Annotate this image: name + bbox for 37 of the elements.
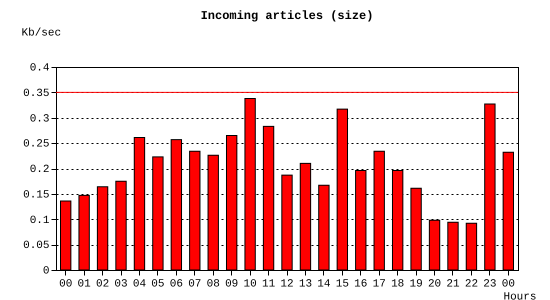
y-tick-label: 0	[42, 266, 50, 278]
x-tick-label: 04	[132, 278, 146, 290]
x-tick-label: 11	[262, 278, 276, 290]
x-tick-label: 13	[298, 278, 312, 290]
x-tick-label: 15	[336, 278, 349, 290]
x-tick-label: 01	[78, 278, 92, 290]
y-tick-label: 0.35	[23, 88, 50, 100]
y-axis-title: Kb/sec	[22, 28, 62, 40]
x-tick-label: 06	[170, 278, 183, 290]
x-tick-label: 18	[391, 278, 404, 290]
x-tick-label: 03	[114, 278, 128, 290]
x-tick-label: 17	[372, 278, 386, 290]
x-tick-label: 02	[96, 278, 110, 290]
x-tick-label: 08	[206, 278, 220, 290]
x-tick-label: 00	[59, 278, 72, 290]
y-tick-label: 0.1	[30, 214, 50, 227]
y-tick-label: 0.05	[23, 240, 50, 252]
x-tick-label: 12	[280, 278, 294, 290]
chart-title: Incoming articles (size)	[200, 9, 374, 23]
x-tick-label: 19	[410, 278, 423, 290]
y-tick-label: 0.25	[23, 138, 50, 151]
x-tick-label: 23	[483, 278, 496, 290]
y-tick-label: 0.15	[23, 189, 50, 202]
x-axis-title: Hours	[503, 292, 536, 300]
x-tick-label: 20	[428, 278, 442, 290]
y-tick-label: 0.4	[30, 62, 50, 74]
x-tick-label: 21	[446, 278, 460, 290]
x-tick-label: 07	[188, 278, 202, 290]
x-tick-label: 00	[502, 278, 515, 290]
y-tick-label: 0.2	[30, 164, 50, 176]
x-tick-label: 05	[151, 278, 164, 290]
x-tick-label: 16	[354, 278, 368, 290]
x-tick-label: 14	[317, 278, 331, 290]
y-tick-label: 0.3	[30, 113, 50, 126]
x-tick-label: 22	[464, 278, 478, 290]
x-tick-label: 09	[225, 278, 238, 290]
x-tick-label: 10	[244, 278, 257, 290]
